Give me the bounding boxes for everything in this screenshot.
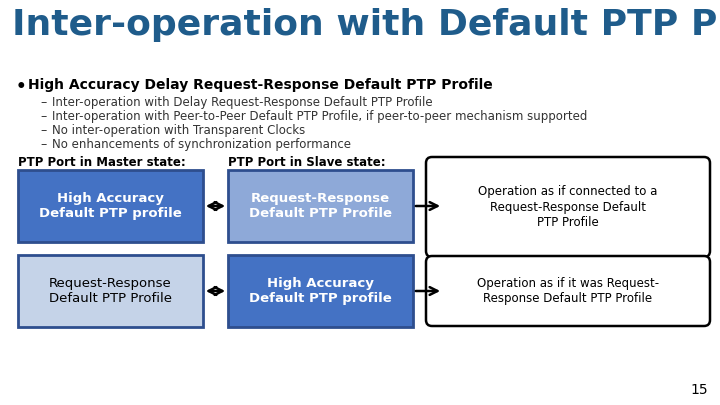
Text: Operation as if connected to a
Request-Response Default
PTP Profile: Operation as if connected to a Request-R… [478,185,657,228]
FancyBboxPatch shape [426,256,710,326]
Text: –: – [40,110,46,123]
Text: 15: 15 [690,383,708,397]
Text: High Accuracy Delay Request-Response Default PTP Profile: High Accuracy Delay Request-Response Def… [28,78,492,92]
Text: –: – [40,96,46,109]
Text: Inter-operation with Default PTP Profiles: Inter-operation with Default PTP Profile… [12,8,720,42]
Text: Inter-operation with Peer-to-Peer Default PTP Profile, if peer-to-peer mechanism: Inter-operation with Peer-to-Peer Defaul… [52,110,588,123]
FancyBboxPatch shape [426,157,710,257]
Text: Request-Response
Default PTP Profile: Request-Response Default PTP Profile [249,192,392,220]
FancyBboxPatch shape [18,170,203,242]
Text: High Accuracy
Default PTP profile: High Accuracy Default PTP profile [39,192,182,220]
Text: No enhancements of synchronization performance: No enhancements of synchronization perfo… [52,138,351,151]
Text: Request-Response
Default PTP Profile: Request-Response Default PTP Profile [49,277,172,305]
FancyBboxPatch shape [228,170,413,242]
Text: Operation as if it was Request-
Response Default PTP Profile: Operation as if it was Request- Response… [477,277,659,305]
Text: No inter-operation with Transparent Clocks: No inter-operation with Transparent Cloc… [52,124,305,137]
Text: High Accuracy
Default PTP profile: High Accuracy Default PTP profile [249,277,392,305]
Text: –: – [40,138,46,151]
FancyBboxPatch shape [228,255,413,327]
Text: PTP Port in Slave state:: PTP Port in Slave state: [228,156,386,169]
Text: Inter-operation with Delay Request-Response Default PTP Profile: Inter-operation with Delay Request-Respo… [52,96,433,109]
Text: •: • [16,78,27,96]
Text: –: – [40,124,46,137]
FancyBboxPatch shape [18,255,203,327]
Text: PTP Port in Master state:: PTP Port in Master state: [18,156,186,169]
